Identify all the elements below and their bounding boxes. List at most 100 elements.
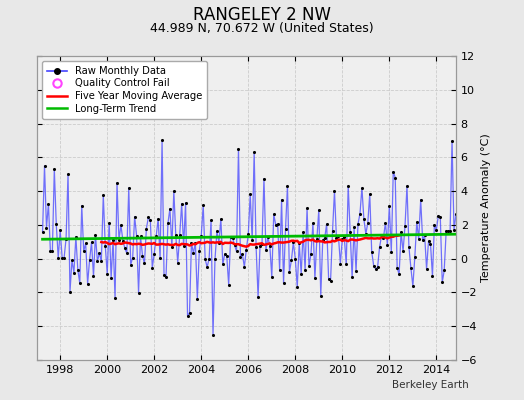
Legend: Raw Monthly Data, Quality Control Fail, Five Year Moving Average, Long-Term Tren: Raw Monthly Data, Quality Control Fail, … [42, 61, 207, 118]
Point [330, 188, 339, 194]
Point [283, 183, 292, 189]
Point [89, 273, 97, 280]
Point [105, 220, 113, 226]
Point [316, 293, 325, 299]
Point [352, 268, 360, 275]
Point [291, 256, 300, 262]
Point [260, 175, 268, 182]
Point [117, 222, 125, 228]
Point [409, 283, 417, 289]
Point [50, 166, 59, 172]
Point [46, 248, 54, 255]
Point [48, 248, 57, 255]
Point [252, 244, 260, 250]
Point [420, 232, 429, 238]
Point [356, 211, 364, 217]
Point [440, 267, 449, 274]
Point [385, 203, 394, 209]
Point [375, 244, 384, 250]
Point [158, 137, 166, 144]
Point [170, 188, 178, 194]
Point [228, 235, 237, 241]
Point [176, 232, 184, 238]
Point [309, 220, 317, 226]
Point [264, 234, 272, 240]
Point [56, 227, 64, 234]
Point [207, 217, 215, 224]
Point [144, 214, 152, 220]
Point [138, 252, 147, 259]
Point [166, 205, 174, 212]
Point [152, 233, 160, 240]
Point [133, 233, 141, 239]
Point [387, 249, 396, 256]
Point [427, 240, 435, 247]
Point [311, 275, 319, 282]
Point [299, 229, 308, 236]
Point [211, 256, 219, 263]
Point [95, 250, 104, 256]
Point [348, 274, 356, 280]
Point [419, 237, 427, 244]
Point [454, 216, 462, 222]
Text: RANGELEY 2 NW: RANGELEY 2 NW [193, 6, 331, 24]
Point [52, 221, 60, 228]
Point [173, 259, 182, 266]
Point [438, 279, 446, 286]
Point [281, 226, 290, 232]
Point [101, 242, 110, 249]
Point [314, 207, 323, 213]
Point [185, 310, 194, 316]
Point [142, 226, 150, 232]
Point [407, 265, 415, 271]
Point [209, 332, 217, 338]
Point [450, 226, 458, 233]
Point [326, 278, 335, 284]
Point [285, 269, 293, 275]
Point [289, 239, 298, 246]
Text: 44.989 N, 70.672 W (United States): 44.989 N, 70.672 W (United States) [150, 22, 374, 35]
Point [395, 271, 403, 277]
Point [154, 216, 162, 222]
Point [162, 274, 170, 281]
Point [54, 255, 62, 261]
Point [70, 269, 78, 276]
Point [268, 274, 276, 280]
Point [242, 246, 250, 253]
Point [379, 234, 388, 241]
Point [372, 266, 380, 272]
Point [434, 213, 442, 219]
Point [432, 227, 441, 233]
Point [103, 270, 112, 277]
Point [381, 220, 390, 226]
Point [130, 213, 139, 220]
Point [181, 200, 190, 206]
Point [344, 183, 353, 189]
Point [171, 232, 180, 238]
Point [446, 228, 454, 234]
Point [324, 275, 333, 282]
Point [279, 280, 288, 286]
Point [115, 237, 123, 243]
Point [293, 284, 301, 290]
Point [367, 248, 376, 255]
Point [428, 273, 436, 279]
Point [136, 233, 145, 240]
Point [88, 239, 96, 245]
Point [442, 228, 450, 234]
Point [85, 257, 94, 263]
Point [134, 290, 143, 296]
Point [405, 244, 413, 250]
Point [44, 201, 52, 207]
Point [393, 265, 401, 272]
Point [391, 174, 399, 181]
Point [60, 254, 68, 261]
Point [246, 191, 255, 197]
Point [91, 232, 100, 238]
Point [254, 294, 263, 300]
Point [383, 242, 391, 248]
Point [350, 224, 358, 231]
Point [411, 254, 419, 260]
Point [319, 237, 327, 243]
Point [399, 248, 407, 254]
